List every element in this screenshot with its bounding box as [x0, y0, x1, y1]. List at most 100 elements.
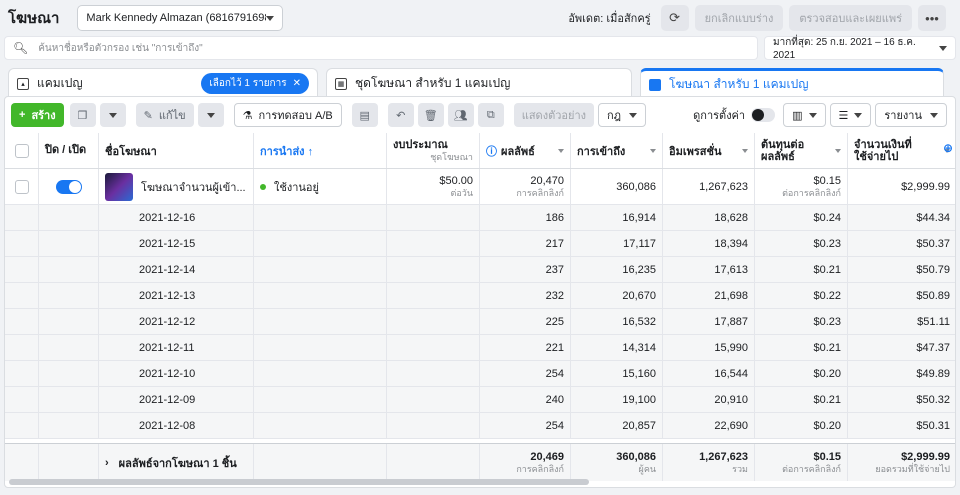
column-header-name[interactable]: ชื่อโฆษณา: [99, 133, 254, 168]
column-label: ใช้จ่ายไป: [854, 150, 899, 163]
row-checkbox[interactable]: [14, 179, 29, 194]
cell-cpr: $0.20: [755, 413, 848, 438]
chart-button[interactable]: ⧉: [477, 103, 504, 127]
clipboard-icon: ▤: [359, 109, 370, 122]
table-row[interactable]: 2021-12-10 254 15,160 16,544 $0.20 $49.89: [5, 361, 955, 387]
search-row: 🔍︎ ค้นหาชื่อหรือตัวกรอง เช่น "การเข้าถึง…: [4, 36, 956, 61]
cell-date: 2021-12-12: [99, 309, 254, 334]
cell-date: 2021-12-16: [99, 205, 254, 230]
date-range-picker[interactable]: มากที่สุด: 25 ก.ย. 2021 – 16 ธ.ค. 2021: [764, 36, 956, 61]
duplicate-dropdown[interactable]: [99, 103, 126, 127]
edit-dropdown[interactable]: [197, 103, 224, 127]
summary-label-cell[interactable]: › ผลลัพธ์จากโฆษณา 1 ชิ้น: [99, 444, 254, 481]
ad-name-cell[interactable]: โฆษณาจำนวนผู้เข้า...: [99, 169, 254, 204]
table-row[interactable]: 2021-12-08 254 20,857 22,690 $0.20 $50.31: [5, 413, 955, 439]
rules-button[interactable]: กฎ: [598, 103, 647, 127]
cell-empty: [5, 283, 39, 308]
edit-button[interactable]: ✎ แก้ไข: [135, 103, 194, 127]
create-button[interactable]: + สร้าง: [11, 103, 64, 127]
account-selector[interactable]: Mark Kennedy Almazan (6816791698...: [77, 5, 284, 31]
cell-reach: 16,235: [571, 257, 663, 282]
column-header-delivery[interactable]: การนำส่ง ↑: [254, 133, 387, 168]
column-header-reach[interactable]: การเข้าถึง: [571, 133, 663, 168]
account-name: Mark Kennedy Almazan (6816791698...: [86, 12, 267, 24]
ad-row[interactable]: โฆษณาจำนวนผู้เข้า... ใช้งานอยู่ $50.00 ต…: [5, 169, 955, 205]
cell-cpr: $0.23: [755, 231, 848, 256]
reports-label: รายงาน: [884, 110, 922, 122]
cell-date: 2021-12-10: [99, 361, 254, 386]
column-header-amount-spent[interactable]: จำนวนเงินที่ ใช้จ่ายไป: [848, 133, 955, 168]
tab-campaigns[interactable]: ▴ แคมเปญ เลือกไว้ 1 รายการ ✕: [8, 68, 318, 98]
clipboard-button[interactable]: ▤: [351, 103, 378, 127]
cell-empty: [254, 257, 387, 282]
cell-spent: $50.79: [848, 257, 955, 282]
column-header-budget[interactable]: งบประมาณ ชุดโฆษณา: [387, 133, 480, 168]
view-settings-toggle[interactable]: [751, 108, 776, 122]
breakdown-button[interactable]: ☰: [829, 103, 872, 127]
rules-label: กฎ: [607, 110, 622, 122]
chevron-right-icon[interactable]: ›: [105, 456, 109, 469]
horizontal-scrollbar[interactable]: [9, 479, 589, 485]
cell-empty: [387, 283, 480, 308]
summary-value: 1,267,623: [699, 450, 748, 463]
discard-drafts-button[interactable]: ยกเลิกแบบร่าง: [694, 5, 784, 31]
search-placeholder: ค้นหาชื่อหรือตัวกรอง เช่น "การเข้าถึง": [38, 42, 203, 54]
sort-caret-icon: [835, 148, 841, 153]
tab-adsets[interactable]: ▦ ชุดโฆษณา สำหรับ 1 แคมเปญ: [326, 68, 632, 98]
table-row[interactable]: 2021-12-14 237 16,235 17,613 $0.21 $50.79: [5, 257, 955, 283]
select-all-checkbox[interactable]: [14, 143, 29, 158]
summary-sub: การคลิกลิงก์: [516, 463, 564, 474]
column-header-impressions[interactable]: อิมเพรสชั่น: [663, 133, 755, 168]
tab-ads[interactable]: โฆษณา สำหรับ 1 แคมเปญ: [640, 68, 944, 98]
cell-spent: $49.89: [848, 361, 955, 386]
close-icon[interactable]: ✕: [292, 78, 301, 89]
refresh-button[interactable]: ⟳: [660, 5, 689, 31]
column-label: ผลลัพธ์: [501, 145, 535, 158]
cell-empty: [387, 257, 480, 282]
cell-empty: [5, 387, 39, 412]
chevron-down-icon: [808, 112, 817, 118]
cell-empty: [387, 231, 480, 256]
cell-empty: [5, 335, 39, 360]
cell-empty: [5, 309, 39, 334]
table-row[interactable]: 2021-12-12 225 16,532 17,887 $0.23 $51.11: [5, 309, 955, 335]
table-row[interactable]: 2021-12-15 217 17,117 18,394 $0.23 $50.37: [5, 231, 955, 257]
cell-empty: [39, 361, 99, 386]
grid-icon: ▦: [335, 77, 347, 90]
duplicate-button[interactable]: ❐: [69, 103, 96, 127]
ad-toggle[interactable]: [55, 179, 82, 194]
cell-empty: [387, 387, 480, 412]
cell-empty: [39, 283, 99, 308]
more-options-button[interactable]: •••: [918, 5, 946, 31]
cell-empty: [5, 231, 39, 256]
summary-sub: ต่อการคลิกลิงก์: [782, 463, 841, 474]
table-row[interactable]: 2021-12-13 232 20,670 21,698 $0.22 $50.89: [5, 283, 955, 309]
add-column-icon[interactable]: ⊕: [942, 141, 953, 155]
cell-date: 2021-12-13: [99, 283, 254, 308]
table-row[interactable]: 2021-12-16 186 16,914 18,628 $0.24 $44.34: [5, 205, 955, 231]
cell-results: 254: [480, 413, 571, 438]
column-header-results[interactable]: ⓘ ผลลัพธ์: [480, 133, 571, 168]
ad-name[interactable]: โฆษณาจำนวนผู้เข้า...: [141, 181, 246, 194]
plus-icon: +: [19, 109, 26, 121]
review-publish-button[interactable]: ตรวจสอบและเผยแพร่: [789, 5, 912, 31]
columns-button[interactable]: ▥: [783, 103, 826, 127]
column-header-cost-per-result[interactable]: ต้นทุนต่อ ผลลัพธ์: [755, 133, 848, 168]
ad-icon: [649, 78, 661, 91]
column-label: การนำส่ง ↑: [260, 145, 314, 158]
delete-button[interactable]: 🗑︎: [417, 103, 444, 127]
reports-button[interactable]: รายงาน: [875, 103, 947, 127]
undo-button[interactable]: ↶: [387, 103, 414, 127]
table-row[interactable]: 2021-12-09 240 19,100 20,910 $0.21 $50.32: [5, 387, 955, 413]
chevron-down-icon: [939, 45, 947, 51]
preview-button[interactable]: แสดงตัวอย่าง: [513, 103, 594, 127]
table-row[interactable]: 2021-12-11 221 14,314 15,990 $0.21 $47.37: [5, 335, 955, 361]
ab-test-button[interactable]: ⚗ การทดสอบ A/B: [233, 103, 342, 127]
selected-chip[interactable]: เลือกไว้ 1 รายการ ✕: [201, 73, 309, 94]
search-input[interactable]: 🔍︎ ค้นหาชื่อหรือตัวกรอง เช่น "การเข้าถึง…: [4, 36, 758, 60]
refresh-icon: ⟳: [669, 10, 681, 25]
date-rows: 2021-12-16 186 16,914 18,628 $0.24 $44.34 2021…: [5, 205, 955, 439]
selected-chip-label: เลือกไว้ 1 รายการ: [209, 78, 287, 89]
audience-button[interactable]: 👥︎: [447, 103, 474, 127]
cell-impressions: 20,910: [663, 387, 755, 412]
